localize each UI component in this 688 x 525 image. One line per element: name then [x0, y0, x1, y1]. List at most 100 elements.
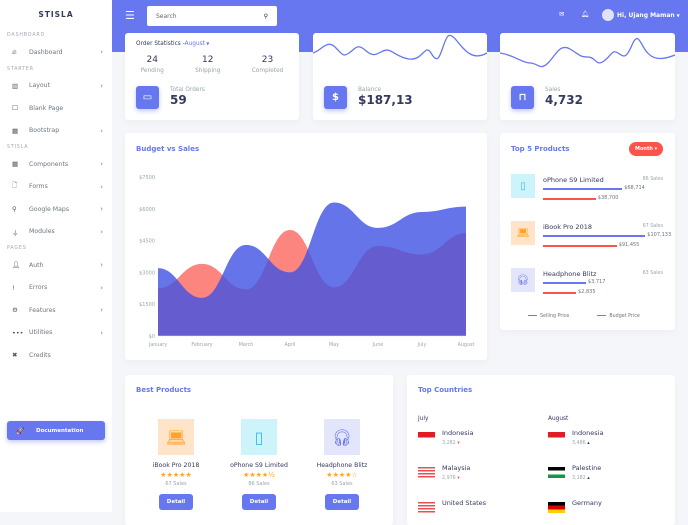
th-large-icon: ▦ [12, 160, 19, 169]
rocket-icon: 🚀 [16, 426, 25, 435]
y-tick-label: $0 [149, 334, 155, 340]
hamburger-menu-icon[interactable]: ☰ [125, 9, 135, 22]
top-products-title: Top 5 Products [511, 145, 570, 153]
stat-value: 12 [202, 55, 214, 65]
budget-price-bar [543, 245, 617, 247]
order-statistics-card: Order Statistics -August ▼ 24 Pending 12 Sh… [125, 33, 299, 120]
total-orders-value: 59 [170, 93, 187, 107]
month-dropdown[interactable]: August [184, 41, 205, 47]
order-stat: 23 Completed [252, 55, 284, 74]
search-input[interactable]: Search ⚲ [147, 6, 277, 26]
search-icon[interactable]: ⚲ [263, 12, 268, 20]
sidebar-item-features[interactable]: ⚙ Features › [0, 299, 112, 322]
product-sales: 67 Sales [165, 481, 187, 487]
total-orders-label: Total Orders [170, 87, 205, 93]
y-tick-label: $1500 [139, 302, 155, 308]
brand-logo[interactable]: STISLA [38, 10, 74, 19]
sidebar-item-label: Forms [29, 183, 48, 191]
country-name: Palestine [572, 464, 602, 472]
product-name: oPhone S9 Limited [543, 176, 604, 184]
sidebar-section-title: PAGES [7, 246, 27, 251]
sidebar-item-modules[interactable]: ⏚ Modules › [0, 221, 112, 244]
sidebar-item-components[interactable]: ▦ Components › [0, 153, 112, 176]
chevron-right-icon: › [100, 81, 103, 90]
sidebar-menu: DASHBOARD 🔥︎ Dashboard › STARTER ▥ Layout › ☐ Bla… [0, 30, 112, 367]
value-text: 3,182 [572, 476, 586, 481]
sidebar-item-blank-page[interactable]: ☐ Blank Page [0, 97, 112, 120]
sidebar-item-utilities[interactable]: ••• Utilities › [0, 322, 112, 345]
sidebar-item-credits[interactable]: ✖ Credits [0, 344, 112, 367]
sidebar-item-google-maps[interactable]: ⚲ Google Maps › [0, 198, 112, 221]
flag-indonesia-icon [548, 432, 565, 443]
sales-area [158, 202, 466, 336]
x-tick-label: July [417, 342, 427, 348]
flag-germany-icon [548, 502, 565, 513]
value-text: 3,486 [572, 441, 586, 446]
country-name: Indonesia [442, 429, 474, 437]
country-name: United States [442, 499, 487, 507]
flag-palestine-icon [548, 467, 565, 478]
country-name: Malaysia [442, 464, 471, 472]
x-tick-label: January [148, 342, 167, 348]
bell-icon[interactable]: 🔔︎ [581, 10, 590, 18]
top-product-item[interactable]: ▯ oPhone S9 Limited 86 Sales $68,714 $38… [511, 174, 675, 221]
sidebar-item-label: Modules [29, 228, 55, 236]
month-filter-button[interactable]: Month ▾ [629, 142, 664, 156]
sales-card: ⊓ Sales 4,732 [500, 33, 675, 120]
chart-title: Budget vs Sales [136, 145, 200, 153]
value-text: 3,282 [442, 441, 456, 446]
top-product-item[interactable]: 🎧︎ Headphone Blitz 63 Sales $3,717 $2,83… [511, 268, 675, 315]
caret-up-icon: ▴ [587, 441, 590, 446]
envelope-icon[interactable]: ✉ [559, 10, 565, 18]
selling-price-bar [543, 188, 623, 190]
archive-icon: ▭ [136, 86, 159, 109]
sidebar-item-dashboard[interactable]: 🔥︎ Dashboard › [0, 41, 112, 64]
country-value: 3,486 ▴ [572, 441, 590, 446]
best-products-title: Best Products [136, 386, 192, 394]
chevron-right-icon: › [100, 328, 103, 337]
sales-label: Sales [545, 87, 561, 93]
sidebar-item-errors[interactable]: ! Errors › [0, 277, 112, 300]
documentation-button[interactable]: 🚀 Documentation [7, 421, 105, 440]
budget-price-bar [543, 198, 596, 200]
budget-price: $38,700 [597, 195, 619, 201]
budget-price: $91,455 [618, 242, 640, 248]
sidebar-item-label: Layout [29, 82, 51, 90]
sidebar-section-title: STARTER [7, 66, 34, 72]
budget-price-bar [543, 292, 576, 294]
country-value: 3,182 ▴ [572, 476, 590, 481]
sidebar-item-auth[interactable]: 👤︎ Auth › [0, 254, 112, 277]
sidebar-item-layout[interactable]: ▥ Layout › [0, 75, 112, 98]
flag-malaysia-icon [418, 467, 435, 478]
order-stats: 24 Pending 12 Shipping 23 Completed [125, 55, 299, 74]
sidebar-item-label: Components [29, 160, 69, 168]
product-sales: 86 Sales [248, 481, 270, 487]
x-tick-label: August [458, 342, 475, 348]
ellipsis-icon: ••• [12, 328, 24, 337]
chevron-right-icon: › [100, 306, 103, 315]
detail-button[interactable]: Detail [158, 494, 194, 510]
detail-button[interactable]: Detail [324, 494, 360, 510]
map-marker-icon: ⚲ [12, 205, 17, 214]
legend-budget: Budget Price [609, 314, 640, 319]
sidebar-item-label: Google Maps [29, 205, 70, 213]
caret-up-icon: ▴ [587, 476, 590, 481]
laptop-icon: 💻︎ [511, 221, 535, 245]
chevron-right-icon: › [100, 126, 103, 135]
top-products-card: Top 5 Products Month ▾ ▯ oPhone S9 Limit… [500, 133, 675, 330]
avatar [602, 9, 614, 21]
sidebar-item-label: Dashboard [29, 48, 63, 56]
sidebar-item-bootstrap[interactable]: ▦ Bootstrap › [0, 120, 112, 143]
month-label: July [418, 416, 429, 422]
stat-value: 24 [146, 55, 158, 65]
chevron-right-icon: › [100, 261, 103, 270]
top-countries-card: Top Countries July Indonesia 3,282 ▾ Mal… [407, 375, 675, 525]
x-tick-label: February [191, 342, 212, 348]
detail-button[interactable]: Detail [241, 494, 277, 510]
user-dropdown[interactable]: Hi, Ujang Maman ▼ [602, 9, 680, 21]
best-product-item: 🎧︎ Headphone Blitz ★★★★☆ 63 Sales Detail [302, 419, 382, 510]
exclamation-icon: ! [12, 283, 15, 292]
sidebar-item-forms[interactable]: 🗋 Forms › [0, 176, 112, 199]
top-product-item[interactable]: 💻︎ iBook Pro 2018 67 Sales $107,133 $91,… [511, 221, 675, 268]
chevron-right-icon: › [100, 160, 103, 169]
